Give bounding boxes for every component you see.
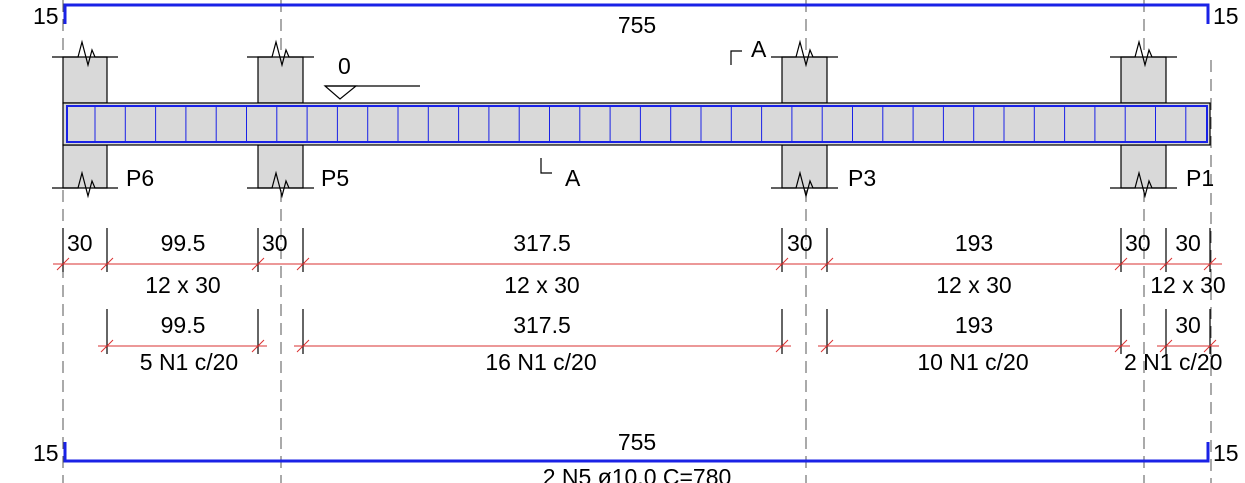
bottom-rebar-left-hook: 15 <box>33 440 59 466</box>
bottom-rebar-right-hook: 15 <box>1213 440 1239 466</box>
stirrup-span-length: 30 <box>1175 312 1201 338</box>
support-width: 30 <box>67 230 93 256</box>
column-break-lines <box>52 39 1177 199</box>
span-division: 12 x 30 <box>1150 272 1225 298</box>
bottom-rebar-length: 755 <box>618 429 656 455</box>
span-length: 30 <box>1175 230 1201 256</box>
stirrup-label: 16 N1 c/20 <box>485 349 596 375</box>
span-length: 99.5 <box>161 230 206 256</box>
column-label: P1 <box>1186 165 1214 191</box>
span-division: 12 x 30 <box>936 272 1011 298</box>
span-dimension-line: 30 30 30 30 99.5 317.5 193 30 12 x 30 12… <box>53 228 1226 298</box>
span-division: 12 x 30 <box>504 272 579 298</box>
span-length: 317.5 <box>513 230 571 256</box>
column-labels: P6 P5 P3 P1 <box>126 165 1214 191</box>
column-label: P5 <box>321 165 349 191</box>
span-length: 193 <box>955 230 993 256</box>
stirrup-span-length: 99.5 <box>161 312 206 338</box>
stirrup-lines <box>94 106 1187 142</box>
grid-lines <box>62 0 1212 483</box>
stirrup-dimension-line: 99.5 317.5 193 30 5 N1 c/20 16 N1 c/20 1… <box>98 309 1222 375</box>
bottom-rebar: 15 755 15 2 N5 ø10.0 C=780 <box>33 429 1239 483</box>
section-marks: A A <box>540 36 767 191</box>
stirrup-label: 10 N1 c/20 <box>917 349 1028 375</box>
top-rebar-length: 755 <box>618 12 656 38</box>
level-marker-value: 0 <box>338 53 351 79</box>
span-division: 12 x 30 <box>145 272 220 298</box>
support-width: 30 <box>787 230 813 256</box>
section-top-letter: A <box>751 36 767 62</box>
stirrup-span-length: 193 <box>955 312 993 338</box>
section-bottom-letter: A <box>565 165 581 191</box>
top-rebar-left-hook: 15 <box>33 3 59 29</box>
top-rebar-right-hook: 15 <box>1213 3 1239 29</box>
beam-body <box>62 102 1211 146</box>
level-marker: 0 <box>323 53 420 100</box>
support-width: 30 <box>262 230 288 256</box>
top-rebar: 15 755 15 <box>33 3 1239 38</box>
bottom-rebar-label: 2 N5 ø10.0 C=780 <box>543 464 732 483</box>
support-width: 30 <box>1125 230 1151 256</box>
column-label: P6 <box>126 165 154 191</box>
stirrup-label: 5 N1 c/20 <box>140 349 238 375</box>
stirrup-label: 2 N1 c/20 <box>1124 349 1222 375</box>
stirrup-span-length: 317.5 <box>513 312 571 338</box>
column-label: P3 <box>848 165 876 191</box>
column-shapes <box>62 56 1167 189</box>
